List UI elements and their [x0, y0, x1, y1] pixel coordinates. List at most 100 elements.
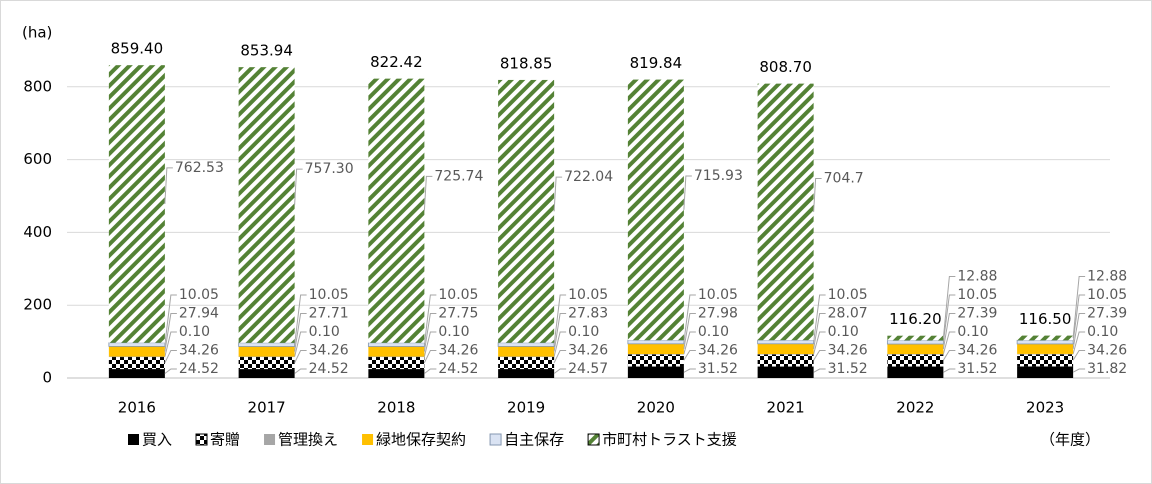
total-label: 819.84: [630, 54, 683, 72]
segment-label: 34.26: [957, 343, 997, 359]
segment-label: 10.05: [957, 287, 997, 303]
segment-label: 34.26: [568, 343, 608, 359]
leader-line: [813, 178, 822, 212]
segment-label: 0.10: [828, 324, 859, 340]
leader-line: [553, 331, 567, 357]
bar-segment: [887, 344, 944, 355]
bar-segment: [1017, 343, 1074, 354]
x-tick-label: 2016: [118, 399, 156, 417]
bar-segment: [757, 354, 814, 355]
leader-line: [813, 294, 826, 343]
bar-segment: [238, 356, 295, 358]
bar-segment: [498, 79, 555, 343]
x-tick-label: 2019: [507, 399, 545, 417]
segment-label: 34.26: [1087, 343, 1127, 359]
segment-label: 27.71: [309, 306, 349, 322]
bar-segment: [368, 356, 425, 358]
legend-label: 緑地保存契約: [376, 431, 466, 449]
leader-line: [164, 331, 177, 357]
legend-label: 市町村トラスト支援: [602, 431, 737, 449]
segment-label: 10.05: [568, 287, 608, 303]
leader-line: [683, 313, 696, 350]
segment-label: 0.10: [1087, 324, 1118, 340]
leader-line: [942, 276, 956, 339]
leader-line: [423, 331, 437, 357]
y-axis-label: (ha): [22, 24, 52, 42]
bar-segment: [498, 346, 555, 357]
x-tick-label: 2017: [248, 399, 286, 417]
segment-label: 27.75: [438, 306, 478, 322]
leader-line: [813, 368, 826, 373]
total-label: 116.50: [1019, 310, 1072, 328]
leader-line: [553, 350, 567, 364]
bar-segment: [887, 366, 944, 378]
bar-segment: [887, 354, 944, 355]
bar-segment: [368, 369, 425, 378]
leader-line: [942, 350, 956, 361]
bar-segment: [238, 342, 296, 347]
segment-label: 12.88: [957, 269, 997, 285]
segment-label: 34.26: [309, 343, 349, 359]
bar-segment: [1017, 353, 1074, 367]
segment-label: 34.26: [828, 343, 868, 359]
leader-line: [423, 294, 437, 345]
total-label: 116.20: [889, 310, 942, 328]
leader-line: [1072, 350, 1086, 361]
x-tick-label: 2020: [637, 399, 675, 417]
segment-label: 24.52: [179, 361, 219, 377]
segment-label: 34.26: [698, 343, 738, 359]
bar-segment: [497, 342, 555, 347]
bar-segment: [368, 78, 425, 343]
total-label: 808.70: [759, 58, 812, 76]
leader-line: [423, 175, 433, 211]
segment-label: 704.7: [824, 171, 864, 187]
leader-line: [553, 313, 567, 352]
leader-line: [294, 313, 307, 352]
legend-label: 買入: [142, 431, 172, 449]
leader-line: [164, 350, 177, 364]
legend-swatch: [128, 434, 139, 445]
segment-label: 27.94: [179, 306, 219, 322]
x-tick-label: 2018: [377, 399, 415, 417]
bar-segment: [887, 335, 944, 341]
legend-swatch: [362, 434, 374, 445]
bar-segment: [238, 67, 295, 343]
x-axis-label: （年度）: [1040, 431, 1100, 449]
segment-label: 10.05: [179, 287, 219, 303]
leader-line: [683, 368, 696, 373]
y-tick-label: 600: [23, 150, 52, 168]
bar-segment: [627, 366, 684, 378]
segment-label: 27.83: [568, 306, 608, 322]
segment-label: 10.05: [438, 287, 478, 303]
segment-label: 0.10: [179, 324, 210, 340]
leader-line: [943, 368, 956, 373]
bar-segment: [757, 339, 815, 345]
bar-segment: [1017, 366, 1074, 378]
y-tick-label: 800: [23, 77, 52, 95]
segment-label: 27.39: [957, 306, 997, 322]
bar-segment: [757, 366, 814, 378]
leader-line: [553, 368, 567, 374]
segment-label: 725.74: [434, 168, 483, 184]
bar-segment: [238, 369, 295, 378]
segment-label: 0.10: [309, 324, 340, 340]
legend-swatch: [489, 433, 502, 446]
segment-label: 722.04: [564, 169, 613, 185]
segment-label: 0.10: [568, 324, 599, 340]
segment-label: 27.39: [1087, 306, 1127, 322]
leader-line: [1072, 276, 1086, 338]
segment-label: 715.93: [694, 168, 743, 184]
legend-label: 管理換え: [278, 431, 338, 449]
segment-label: 31.52: [698, 361, 738, 377]
leader-line: [683, 175, 692, 210]
segment-label: 28.07: [828, 306, 868, 322]
segment-label: 0.10: [957, 324, 988, 340]
leader-line: [294, 168, 303, 206]
bar-segment: [238, 356, 295, 370]
total-label: 818.85: [500, 54, 553, 72]
y-tick-label: 200: [23, 296, 52, 314]
bar-segment: [108, 346, 165, 357]
segment-label: 10.05: [1087, 287, 1127, 303]
bar-segment: [498, 356, 555, 358]
bar-segment: [367, 342, 425, 347]
